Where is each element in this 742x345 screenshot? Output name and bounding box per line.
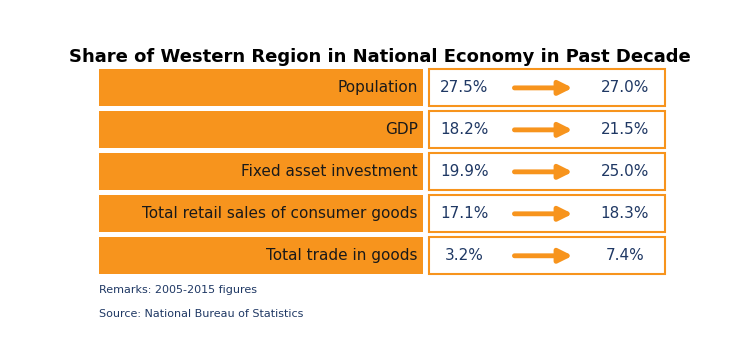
Bar: [429, 237, 665, 274]
Text: Share of Western Region in National Economy in Past Decade: Share of Western Region in National Econ…: [70, 48, 691, 66]
Bar: [99, 237, 424, 274]
Text: Population: Population: [338, 80, 418, 95]
Text: Total retail sales of consumer goods: Total retail sales of consumer goods: [142, 206, 418, 221]
Text: Total trade in goods: Total trade in goods: [266, 248, 418, 263]
Text: 18.3%: 18.3%: [600, 206, 649, 221]
Text: Remarks: 2005-2015 figures: Remarks: 2005-2015 figures: [99, 285, 257, 295]
Text: Source: National Bureau of Statistics: Source: National Bureau of Statistics: [99, 309, 303, 319]
Bar: [99, 111, 424, 148]
Bar: [99, 195, 424, 233]
Bar: [99, 153, 424, 190]
Bar: [429, 153, 665, 190]
Text: Fixed asset investment: Fixed asset investment: [241, 164, 418, 179]
Bar: [429, 69, 665, 107]
Text: 3.2%: 3.2%: [445, 248, 484, 263]
Text: 21.5%: 21.5%: [601, 122, 649, 137]
Text: 27.5%: 27.5%: [440, 80, 489, 95]
Bar: [429, 195, 665, 233]
Text: 18.2%: 18.2%: [440, 122, 489, 137]
Text: 25.0%: 25.0%: [601, 164, 649, 179]
Text: 7.4%: 7.4%: [605, 248, 644, 263]
Text: 19.9%: 19.9%: [440, 164, 489, 179]
Text: 17.1%: 17.1%: [440, 206, 489, 221]
Bar: [99, 69, 424, 107]
Bar: [429, 111, 665, 148]
Text: GDP: GDP: [385, 122, 418, 137]
Text: 27.0%: 27.0%: [601, 80, 649, 95]
